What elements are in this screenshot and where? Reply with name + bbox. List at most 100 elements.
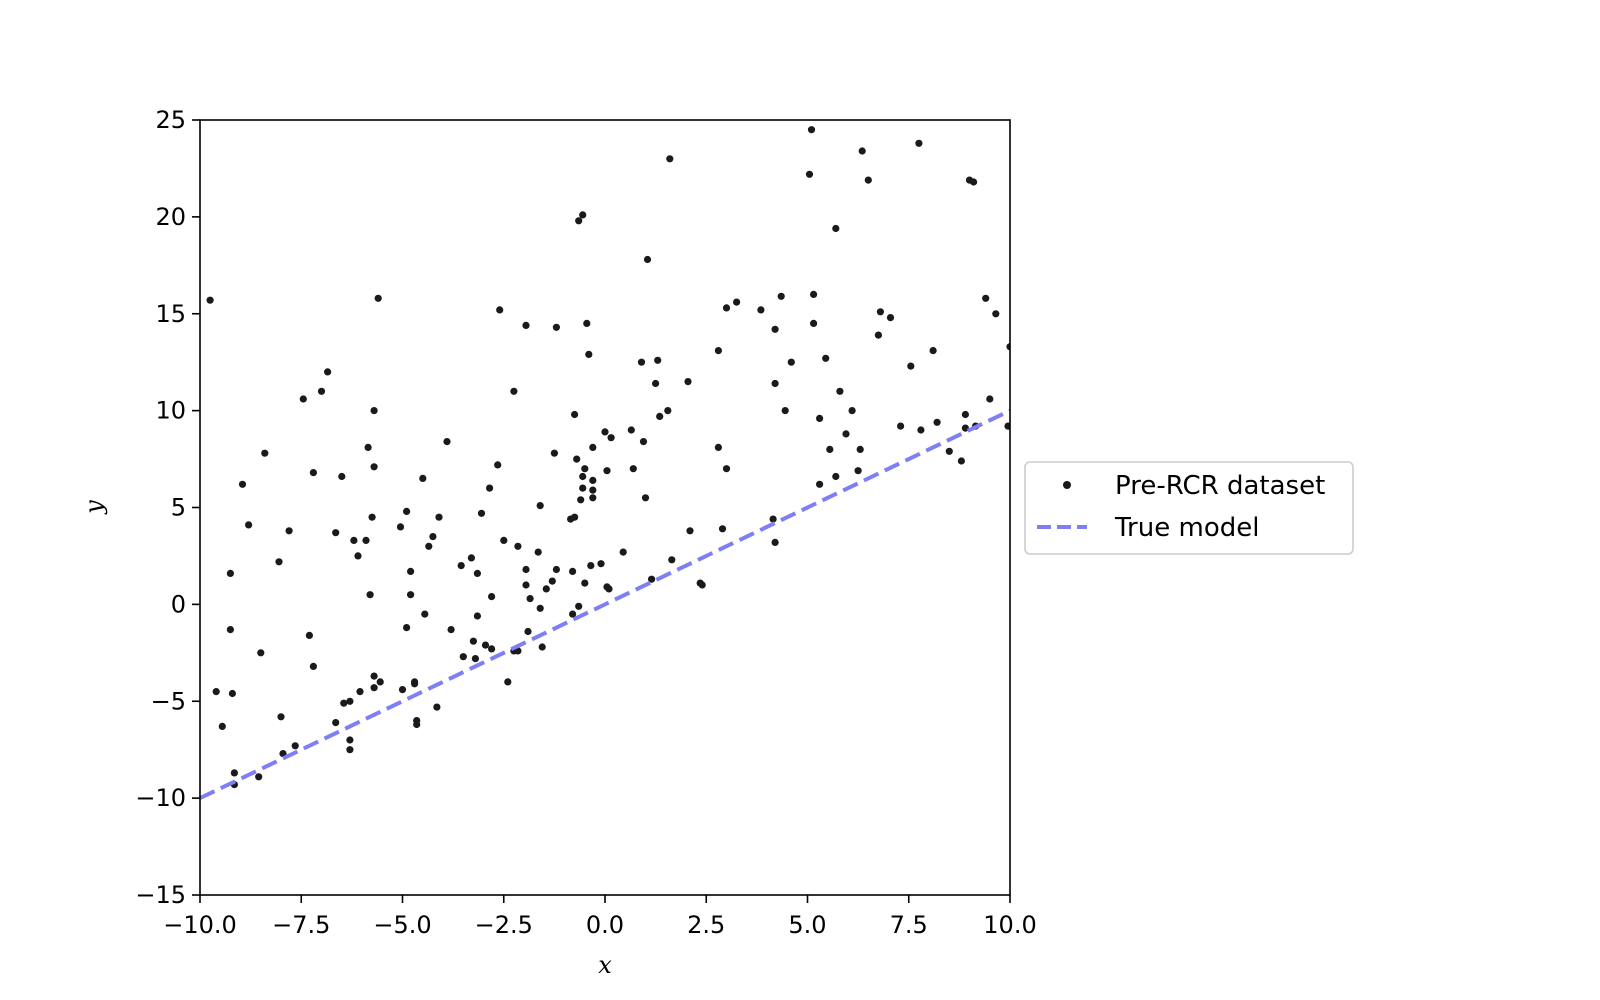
data-point bbox=[639, 438, 648, 446]
data-point bbox=[648, 575, 656, 583]
y-tick-label: 10 bbox=[155, 397, 186, 425]
data-point bbox=[370, 672, 378, 680]
data-point bbox=[787, 358, 795, 366]
data-point bbox=[897, 422, 905, 430]
data-point bbox=[346, 746, 354, 754]
data-point bbox=[309, 662, 317, 671]
data-point bbox=[447, 626, 455, 634]
x-tick-label: 10.0 bbox=[983, 911, 1036, 939]
data-point bbox=[536, 604, 544, 612]
data-point bbox=[822, 354, 830, 362]
data-point bbox=[226, 569, 234, 578]
data-point bbox=[637, 358, 646, 366]
data-point bbox=[510, 387, 518, 395]
legend: Pre-RCR dataset True model bbox=[1024, 461, 1354, 555]
data-point bbox=[403, 507, 411, 515]
data-point bbox=[376, 678, 384, 686]
x-tick-label: 2.5 bbox=[687, 911, 725, 939]
y-tick-label: −10 bbox=[135, 784, 186, 812]
data-point bbox=[238, 480, 247, 488]
data-point bbox=[370, 684, 378, 692]
data-point bbox=[522, 565, 530, 574]
legend-marker-dot-icon bbox=[1063, 481, 1071, 489]
data-point bbox=[961, 410, 970, 419]
data-point bbox=[666, 155, 674, 163]
data-point bbox=[686, 527, 694, 535]
data-point bbox=[986, 395, 994, 403]
data-point bbox=[579, 472, 587, 481]
data-point bbox=[346, 697, 354, 705]
data-point bbox=[777, 292, 785, 300]
data-point bbox=[575, 217, 583, 225]
data-point bbox=[757, 306, 765, 314]
data-point bbox=[524, 627, 532, 636]
data-point bbox=[496, 306, 504, 314]
data-point bbox=[443, 438, 451, 446]
data-point bbox=[929, 347, 937, 355]
data-point bbox=[421, 610, 429, 618]
data-point bbox=[826, 445, 834, 453]
true-model-line-layer bbox=[200, 408, 1010, 800]
legend-label-dataset: Pre-RCR dataset bbox=[1115, 471, 1325, 501]
data-point bbox=[603, 467, 611, 475]
y-axis: −15 −10 −5 0 5 10 15 20 25 bbox=[135, 106, 200, 909]
data-point bbox=[467, 554, 475, 562]
data-point bbox=[816, 414, 824, 422]
data-point bbox=[854, 467, 862, 475]
data-point bbox=[340, 699, 348, 707]
data-point bbox=[917, 426, 925, 434]
data-point bbox=[332, 529, 340, 537]
data-point bbox=[605, 585, 613, 593]
data-point bbox=[245, 521, 253, 529]
data-point bbox=[619, 548, 627, 556]
data-point bbox=[589, 486, 597, 494]
data-point bbox=[573, 455, 581, 463]
data-point bbox=[856, 445, 864, 453]
data-point bbox=[714, 347, 723, 355]
data-point bbox=[481, 641, 490, 649]
data-point bbox=[226, 626, 234, 634]
data-point bbox=[550, 449, 559, 457]
y-tick-label: 5 bbox=[171, 494, 186, 522]
data-point bbox=[589, 443, 597, 451]
data-point bbox=[362, 536, 370, 545]
data-point bbox=[206, 296, 214, 304]
data-point bbox=[257, 649, 265, 657]
data-point bbox=[836, 387, 844, 395]
data-point bbox=[641, 494, 650, 502]
data-point bbox=[552, 323, 561, 331]
data-point bbox=[876, 308, 885, 316]
data-point bbox=[597, 560, 605, 568]
data-point bbox=[771, 325, 779, 333]
data-point bbox=[915, 139, 923, 147]
data-point bbox=[810, 319, 818, 327]
data-point bbox=[769, 515, 777, 523]
data-point bbox=[781, 407, 789, 415]
data-point bbox=[291, 742, 299, 750]
y-tick-label: −5 bbox=[151, 687, 186, 715]
data-point bbox=[429, 533, 437, 541]
data-point bbox=[656, 412, 664, 420]
data-point bbox=[471, 655, 479, 663]
data-point bbox=[982, 294, 990, 302]
data-point bbox=[317, 387, 326, 395]
data-point bbox=[522, 321, 530, 329]
data-point bbox=[771, 538, 779, 547]
data-point bbox=[933, 418, 941, 426]
data-point bbox=[486, 484, 494, 492]
data-point bbox=[514, 542, 522, 550]
data-point bbox=[589, 476, 597, 484]
data-point bbox=[346, 736, 354, 744]
data-point bbox=[548, 577, 556, 585]
data-point bbox=[285, 527, 293, 535]
data-point bbox=[664, 407, 672, 415]
data-point bbox=[398, 686, 407, 694]
plot-frame bbox=[199, 119, 1011, 896]
data-point bbox=[459, 653, 467, 661]
data-point bbox=[488, 593, 496, 601]
data-point bbox=[374, 294, 382, 302]
data-point bbox=[579, 484, 587, 492]
data-point bbox=[261, 449, 269, 457]
data-point bbox=[228, 689, 236, 698]
